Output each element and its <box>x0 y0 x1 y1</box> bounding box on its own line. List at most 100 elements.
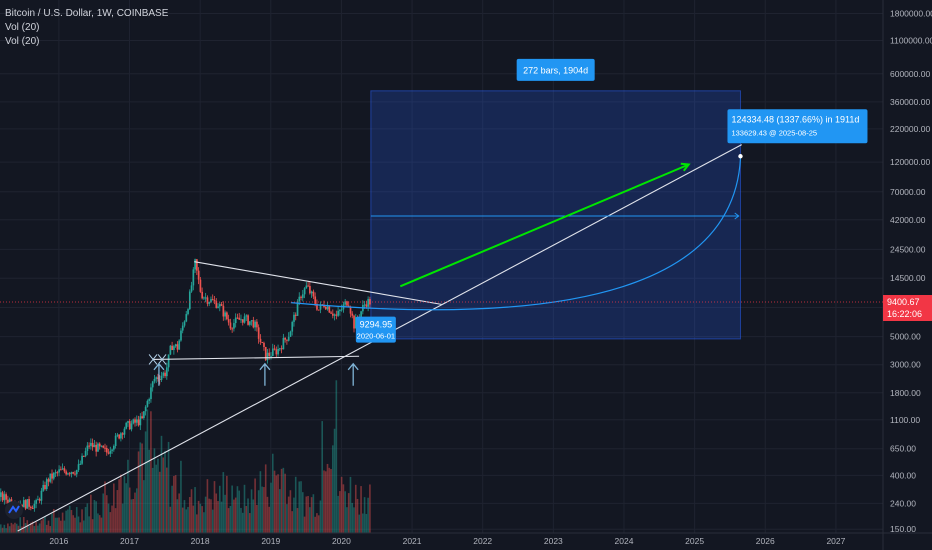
projection-level-arrowhead <box>734 212 740 220</box>
volume-bar <box>284 473 286 533</box>
volume-bar <box>183 500 186 533</box>
up-arrow-marker[interactable] <box>153 362 165 386</box>
candle-body <box>40 490 43 501</box>
up-arrow-marker[interactable] <box>259 362 271 386</box>
candle-body <box>256 321 258 328</box>
projection-curve[interactable] <box>290 158 742 311</box>
candle-body <box>257 327 260 339</box>
candle-body <box>44 484 46 490</box>
volume-bar <box>166 467 168 533</box>
volume-bar <box>130 499 133 533</box>
y-tick-label: 1800.00 <box>890 388 921 398</box>
volume-bar <box>68 505 71 533</box>
candle-body <box>141 416 143 419</box>
chart-legend: Bitcoin / U.S. Dollar, 1W, COINBASE Vol … <box>5 7 168 49</box>
volume-bar <box>135 488 138 533</box>
candle-body <box>61 468 64 470</box>
y-tick-label: 3000.00 <box>890 360 921 370</box>
volume-bar <box>268 506 271 533</box>
x-marker[interactable] <box>148 354 158 365</box>
volume-bar <box>349 476 352 533</box>
candle-body <box>67 473 69 475</box>
volume-bar <box>75 507 78 533</box>
candle-body <box>187 309 189 315</box>
candle-body <box>171 345 174 351</box>
descending-resistance-line[interactable] <box>194 261 442 305</box>
candle-body <box>238 317 241 320</box>
projection[interactable] <box>290 154 743 311</box>
volume-bar <box>128 487 131 533</box>
candle-body <box>113 445 115 450</box>
up-arrow-marker[interactable] <box>347 362 359 386</box>
volume-bar <box>335 380 338 533</box>
candle-body <box>130 423 133 430</box>
candle-body <box>169 345 172 355</box>
volume-bar <box>107 503 110 533</box>
volume-bar <box>192 505 195 533</box>
volume-bar <box>116 490 119 533</box>
volume-bar <box>15 523 18 533</box>
candle-body <box>231 328 234 330</box>
symbol-title[interactable]: Bitcoin / U.S. Dollar, 1W, COINBASE <box>5 8 169 19</box>
candle-body <box>54 472 57 474</box>
candle-body <box>91 442 94 448</box>
target-label-box <box>727 109 868 144</box>
candle-body <box>220 304 223 306</box>
candle-body <box>26 499 29 509</box>
volume-bar <box>58 517 60 533</box>
candle-body <box>222 305 225 317</box>
volume-bar <box>206 479 209 533</box>
volume-bar <box>252 499 255 533</box>
volume-bar <box>199 503 202 533</box>
green-arrow-line[interactable] <box>399 163 690 288</box>
candle-body <box>58 469 60 473</box>
candle-body <box>226 312 228 320</box>
volume-bar <box>42 518 44 533</box>
candle-body <box>279 348 281 350</box>
volume-indicator-2[interactable]: Vol (20) <box>5 36 40 47</box>
measure-box[interactable]: 272 bars, 1904d <box>370 58 741 340</box>
candle-body <box>42 484 45 491</box>
volume-bar <box>150 411 152 533</box>
x-tick-label: 2022 <box>473 536 492 546</box>
x-marker[interactable] <box>157 354 167 365</box>
candle-body <box>144 406 147 412</box>
candle-body <box>249 321 251 325</box>
volume-bar <box>310 497 313 533</box>
volume-indicator-1[interactable]: Vol (20) <box>5 22 40 33</box>
candle-body <box>294 314 297 316</box>
measure-rectangle[interactable] <box>370 90 741 340</box>
volume-bar <box>277 474 279 533</box>
volume-bar <box>317 515 320 533</box>
volume-bar <box>38 523 41 533</box>
volume-bar <box>35 521 37 533</box>
candle-body <box>240 319 242 321</box>
horizontal-support-line[interactable] <box>153 355 360 361</box>
candle-body <box>282 337 285 350</box>
candle-body <box>28 499 30 507</box>
volume-bar <box>208 498 210 533</box>
volume-bar <box>312 494 315 533</box>
y-tick-label: 24500.00 <box>890 244 926 254</box>
volume-bar <box>65 510 67 533</box>
volume-bar <box>309 507 311 533</box>
candle-body <box>164 372 166 377</box>
candle-body <box>52 472 55 479</box>
candle-body <box>120 433 122 439</box>
y-tick-label: 42000.00 <box>890 215 926 225</box>
volume-bar <box>187 506 189 533</box>
candle-body <box>199 279 202 292</box>
volume-bar <box>339 491 341 533</box>
candle-body <box>293 314 295 322</box>
candle-body <box>107 452 110 454</box>
volume-bar <box>194 487 196 533</box>
volume-bar <box>153 448 156 533</box>
x-tick-label: 2016 <box>49 536 68 546</box>
candle-body <box>104 447 106 449</box>
volume-bar <box>98 515 101 533</box>
volume-bar <box>279 489 281 533</box>
volume-bar <box>158 471 161 533</box>
candle-body <box>47 479 50 482</box>
